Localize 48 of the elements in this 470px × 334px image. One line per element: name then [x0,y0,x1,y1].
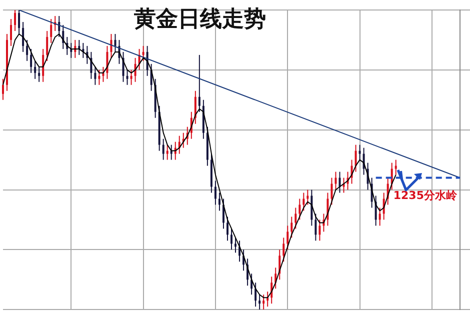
candlestick [302,192,305,212]
candlestick [50,18,52,44]
candlestick [286,225,289,250]
candlestick [94,66,96,86]
candlestick [254,282,257,308]
candlestick [230,228,232,250]
candlestick [338,171,341,194]
candlestick [162,138,164,160]
candlestick [354,144,357,172]
chart-title: 黄金日线走势 [133,5,267,33]
candlestick [42,48,44,82]
candlestick [30,48,32,74]
candlestick [142,45,144,62]
candlestick [214,180,216,206]
candlestick [198,54,200,112]
candlestick [310,189,313,226]
candlestick [34,60,36,80]
candlestick [130,69,132,86]
candlestick [38,66,40,82]
candlestick [378,207,381,226]
candlestick [218,192,220,212]
candlestick [110,33,112,58]
candlestick [14,10,16,32]
candlestick [234,237,237,254]
candlestick [22,21,24,52]
candlestick [18,10,20,34]
candlestick [298,198,301,220]
candlestick [226,216,228,242]
candlestick [126,69,128,86]
candlestick [114,33,116,52]
candlestick [290,216,293,238]
candlestick [2,78,4,100]
candlestick [10,18,12,46]
candlestick [358,144,361,160]
candlestick [262,294,265,310]
candlestick [330,177,333,206]
candlestick [258,294,261,310]
candlestick [394,159,397,176]
candlestick [294,207,297,230]
candlestick [334,171,337,190]
candlestick [166,144,168,160]
ref-line-label: 1235分水岭 [393,189,458,202]
candlestick [314,213,317,242]
candlestick [46,30,48,62]
candlestick [318,219,321,242]
candlestick [26,39,28,62]
candlestick [282,237,285,262]
candlestick [98,69,100,86]
